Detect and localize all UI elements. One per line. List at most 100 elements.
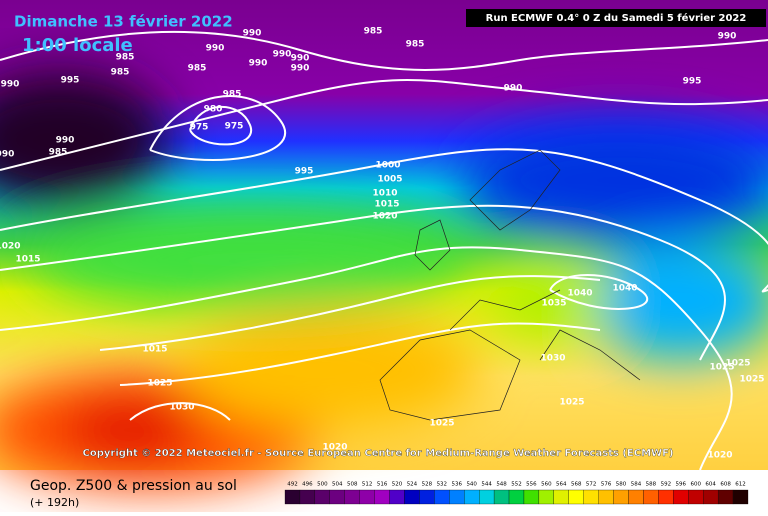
isobar-label: 1030 — [540, 354, 565, 364]
legend-tick-label: 568 — [571, 482, 582, 488]
legend-swatch — [344, 489, 360, 505]
legend-tick-label: 524 — [407, 482, 418, 488]
legend-swatch — [359, 489, 375, 505]
copyright: Copyright © 2022 Meteociel.fr - Source E… — [83, 448, 674, 459]
legend-tick-label: 596 — [676, 482, 687, 488]
isobar-label: 985 — [223, 90, 242, 100]
legend-swatch — [598, 489, 614, 505]
isobar-label: 985 — [116, 53, 135, 63]
isobar-label: 1000 — [375, 161, 400, 171]
coastlines — [379, 149, 641, 421]
legend-swatch — [568, 489, 584, 505]
legend-tick-label: 516 — [377, 482, 388, 488]
legend-swatch — [628, 489, 644, 505]
legend-swatch — [389, 489, 405, 505]
time: 1:00 locale — [22, 35, 133, 56]
isobar-label: 1020 — [0, 242, 21, 252]
isobar-label: 1015 — [15, 255, 40, 265]
legend-tick-label: 604 — [705, 482, 716, 488]
isobar-label: 1025 — [559, 398, 584, 408]
isobar-label: 1020 — [372, 212, 397, 222]
field — [0, 0, 768, 490]
isobar-label: 1030 — [169, 403, 194, 413]
legend-swatch — [673, 489, 689, 505]
isobar-label: 985 — [49, 148, 68, 158]
legend-swatch — [658, 489, 674, 505]
legend-swatch — [493, 489, 510, 505]
legend-swatch — [449, 489, 465, 505]
isobar-label: 990 — [291, 54, 310, 64]
isobar-label: 1025 — [709, 363, 734, 373]
isobar-label: 1020 — [322, 443, 347, 453]
isobar-label: 1025 — [147, 379, 172, 389]
legend-swatch — [613, 489, 629, 505]
legend-tick-label: 584 — [631, 482, 642, 488]
legend-tick-label: 576 — [601, 482, 612, 488]
legend-swatch — [523, 489, 540, 505]
isobar-label: 975 — [190, 123, 209, 133]
legend-tick-label: 588 — [646, 482, 657, 488]
legend-tick-label: 548 — [496, 482, 507, 488]
run: Run ECMWF 0.4° 0 Z du Samedi 5 février 2… — [486, 12, 747, 24]
footer-lead: (+ 192h) — [30, 496, 79, 509]
isobar-label: 975 — [225, 122, 244, 132]
legend-swatch — [703, 489, 719, 505]
legend-swatch — [419, 489, 435, 505]
isobar-label: 1040 — [612, 284, 637, 294]
legend-tick-label: 528 — [422, 482, 433, 488]
legend-swatch — [374, 489, 390, 505]
isobar-label: 1005 — [377, 175, 402, 185]
legend-tick-label: 592 — [661, 482, 672, 488]
legend-tick-label: 580 — [616, 482, 627, 488]
legend-swatch — [688, 489, 704, 505]
legend-tick-label: 556 — [526, 482, 537, 488]
legend-tick-label: 560 — [541, 482, 552, 488]
legend-tick-label: 492 — [287, 482, 298, 488]
legend-swatch — [479, 489, 495, 505]
legend-swatch — [434, 489, 450, 505]
legend-swatch — [717, 489, 734, 505]
legend-tick-label: 496 — [302, 482, 313, 488]
legend: 492 496 500 504 508 512 516 520 524 528 532 536 540 5… — [284, 482, 749, 505]
legend-tick-label: 552 — [511, 482, 522, 488]
legend-tick-label: 504 — [332, 482, 343, 488]
legend-swatch — [464, 489, 480, 505]
legend-tick-label: 536 — [452, 482, 463, 488]
isobar-label: 1025 — [429, 419, 454, 429]
date: Dimanche 13 février 2022 — [14, 13, 233, 31]
isobar-label: 990 — [291, 64, 310, 74]
legend-tick-label: 544 — [481, 482, 492, 488]
isobar-label: 995 — [61, 76, 80, 86]
isobar-label: 1020 — [707, 451, 732, 461]
isobar-label: 990 — [0, 150, 14, 160]
legend-swatch — [314, 489, 330, 505]
legend-swatch — [538, 489, 554, 505]
legend-swatch — [583, 489, 599, 505]
legend-tick-label: 520 — [392, 482, 403, 488]
legend-swatch — [404, 489, 420, 505]
isobar-label: 1010 — [372, 189, 397, 199]
isobar-label: 995 — [295, 167, 314, 177]
legend-swatch — [299, 489, 316, 505]
legend-tick-label: 532 — [437, 482, 448, 488]
legend-tick-label: 612 — [735, 482, 746, 488]
isobar-label: 1015 — [142, 345, 167, 355]
legend-swatch — [553, 489, 569, 505]
isobar-label: 990 — [243, 29, 262, 39]
legend-tick-label: 608 — [720, 482, 731, 488]
isobar-label: 1025 — [739, 375, 764, 385]
isobar-label: 990 — [718, 32, 737, 42]
isobar-label: 990 — [249, 59, 268, 69]
isobar-label: 1015 — [374, 200, 399, 210]
isobar-label: 990 — [273, 50, 292, 60]
legend-tick-label: 512 — [362, 482, 373, 488]
legend-tick-label: 564 — [556, 482, 567, 488]
legend-swatch — [508, 489, 525, 505]
legend-tick-label: 600 — [690, 482, 701, 488]
isobar-label: 990 — [206, 44, 225, 54]
isobar-label: 1040 — [567, 289, 592, 299]
legend-tick-label: 540 — [466, 482, 477, 488]
isobar-label: 985 — [406, 40, 425, 50]
